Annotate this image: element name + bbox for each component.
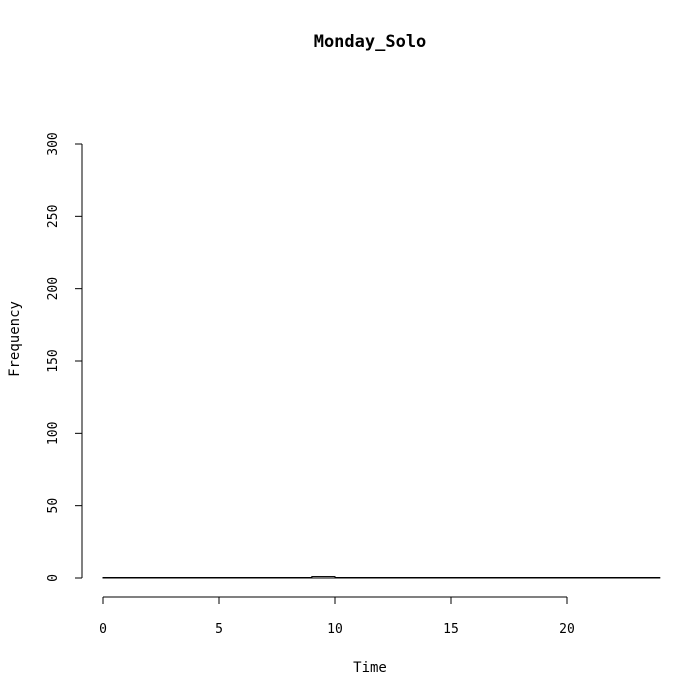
histogram-bar-1 (125, 577, 150, 579)
y-tick-label-5: 250 (46, 205, 61, 228)
histogram-bar-6 (241, 577, 266, 579)
histogram-bar-19 (543, 577, 568, 579)
histogram-bar-11 (357, 577, 382, 579)
histogram-bar-0 (102, 577, 127, 579)
y-tick-label-6: 300 (46, 132, 61, 155)
chart-title: Monday_Solo (314, 32, 427, 52)
histogram-bar-12 (380, 577, 406, 579)
histogram-bar-18 (520, 577, 545, 579)
histogram-bar-17 (496, 577, 522, 579)
histogram-bars (102, 576, 661, 579)
histogram-bar-23 (636, 577, 661, 579)
histogram-bar-20 (566, 577, 591, 579)
x-tick-label-1: 5 (215, 622, 223, 637)
histogram-bar-3 (172, 577, 197, 579)
histogram-bar-8 (288, 577, 313, 579)
histogram-bar-5 (218, 577, 243, 579)
histogram-bar-7 (264, 577, 290, 579)
histogram-bar-13 (404, 577, 429, 579)
y-tick-label-1: 50 (46, 498, 61, 514)
x-tick-label-3: 15 (443, 622, 459, 637)
histogram-bar-9 (311, 576, 336, 579)
y-axis: 0 50 100 150 200 250 300 (46, 132, 83, 582)
y-tick-label-0: 0 (46, 574, 61, 582)
y-axis-label: Frequency (7, 301, 23, 377)
histogram-bar-22 (612, 577, 638, 579)
histogram-bar-2 (148, 577, 174, 579)
histogram-bar-14 (427, 577, 452, 579)
x-axis: 0 5 10 15 20 (99, 596, 575, 637)
y-tick-label-4: 200 (46, 277, 61, 300)
y-tick-label-2: 100 (46, 422, 61, 445)
x-tick-label-4: 20 (559, 622, 575, 637)
histogram-bar-15 (450, 577, 475, 579)
x-tick-label-2: 10 (327, 622, 343, 637)
x-tick-label-0: 0 (99, 622, 107, 637)
y-tick-label-3: 150 (46, 349, 61, 372)
histogram-bar-21 (589, 577, 614, 579)
x-axis-label: Time (353, 660, 387, 676)
histogram-bar-16 (473, 577, 498, 579)
histogram-bar-10 (334, 577, 359, 579)
histogram-bar-4 (195, 577, 220, 579)
